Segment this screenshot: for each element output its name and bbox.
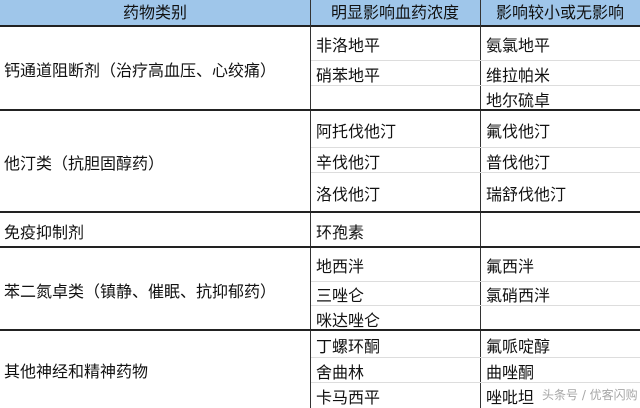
significant-drug-cell: 丁螺环酮 <box>316 336 381 356</box>
group-divider <box>0 246 640 248</box>
minor-drug-cell: 氟伐他汀 <box>486 121 551 141</box>
header-significant-effect: 明显影响血药浓度 <box>330 3 459 22</box>
drug-category: 钙通道阻断剂（治疗高血压、心绞痛） <box>4 60 277 80</box>
significant-drug-cell: 阿托伐他汀 <box>316 121 397 141</box>
drug-category: 其他神经和精神药物 <box>4 362 149 381</box>
significant-drug-cell: 地西泮 <box>316 257 365 276</box>
minor-drug-cell: 地尔硫卓 <box>486 90 551 110</box>
minor-drug-cell: 氨氯地平 <box>486 35 551 55</box>
minor-drug-cell: 曲唑酮 <box>486 362 535 382</box>
row-divider <box>311 60 640 61</box>
significant-drug-cell: 舍曲林 <box>316 362 365 382</box>
minor-drug-cell: 氟西泮 <box>486 257 535 276</box>
row-divider <box>311 172 640 173</box>
minor-drug-cell: 氟哌啶醇 <box>486 336 551 356</box>
minor-drug-cell: 维拉帕米 <box>486 65 551 85</box>
column-divider <box>480 0 481 408</box>
significant-drug-cell: 咪达唑仑 <box>316 310 381 330</box>
significant-drug-cell: 环孢素 <box>316 222 365 242</box>
drug-category: 免疫抑制剂 <box>4 222 85 242</box>
row-divider <box>311 281 640 282</box>
drug-category: 他汀类（抗胆固醇药） <box>4 154 165 173</box>
table-header: 药物类别 明显影响血药浓度 影响较小或无影响 <box>0 0 640 27</box>
group-divider <box>0 109 640 111</box>
minor-drug-cell: 唑吡坦 <box>486 388 535 407</box>
significant-drug-cell: 辛伐他汀 <box>316 152 381 172</box>
group-divider <box>0 211 640 213</box>
row-divider <box>311 147 640 148</box>
significant-drug-cell: 硝苯地平 <box>316 65 381 85</box>
minor-drug-cell: 普伐他汀 <box>486 152 551 172</box>
row-divider <box>311 305 640 306</box>
row-divider <box>311 357 640 358</box>
row-divider <box>311 85 640 86</box>
header-minor-effect: 影响较小或无影响 <box>495 3 624 22</box>
minor-drug-cell: 瑞舒伐他汀 <box>486 185 567 204</box>
significant-drug-cell: 三唑仑 <box>316 286 365 305</box>
significant-drug-cell: 非洛地平 <box>316 35 381 55</box>
row-divider <box>311 382 640 383</box>
significant-drug-cell: 洛伐他汀 <box>316 185 381 204</box>
watermark: 头条号 / 优客闪购 <box>542 388 638 402</box>
header-drug-class: 药物类别 <box>122 3 187 22</box>
significant-drug-cell: 卡马西平 <box>316 388 381 407</box>
minor-drug-cell: 氯硝西泮 <box>486 286 551 305</box>
group-divider <box>0 329 640 331</box>
drug-category: 苯二氮卓类（镇静、催眠、抗抑郁药） <box>4 281 277 301</box>
column-divider <box>310 0 311 408</box>
